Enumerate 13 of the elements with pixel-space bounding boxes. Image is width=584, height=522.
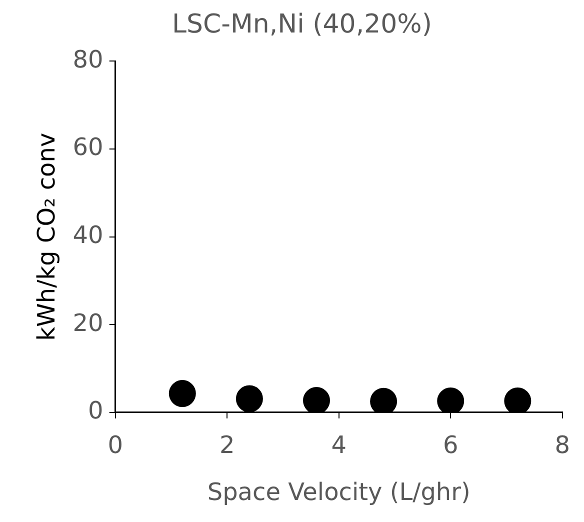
y-tick-label: 60 <box>72 133 104 162</box>
y-tick-label: 40 <box>72 221 104 250</box>
y-tick-label: 80 <box>72 45 104 74</box>
x-tick-label: 6 <box>442 431 458 460</box>
x-axis-title: Space Velocity (L/ghr) <box>207 478 470 506</box>
chart-title: LSC-Mn,Ni (40,20%) <box>172 9 432 40</box>
x-tick-label: 8 <box>554 431 570 460</box>
x-tick-label: 0 <box>108 431 123 460</box>
y-tick-label: 0 <box>88 396 104 425</box>
x-tick-label: 4 <box>331 431 346 460</box>
y-axis-title: kWh/kg CO₂ conv <box>32 132 61 341</box>
y-tick-label: 20 <box>72 308 104 337</box>
x-tick-label: 2 <box>219 431 235 460</box>
